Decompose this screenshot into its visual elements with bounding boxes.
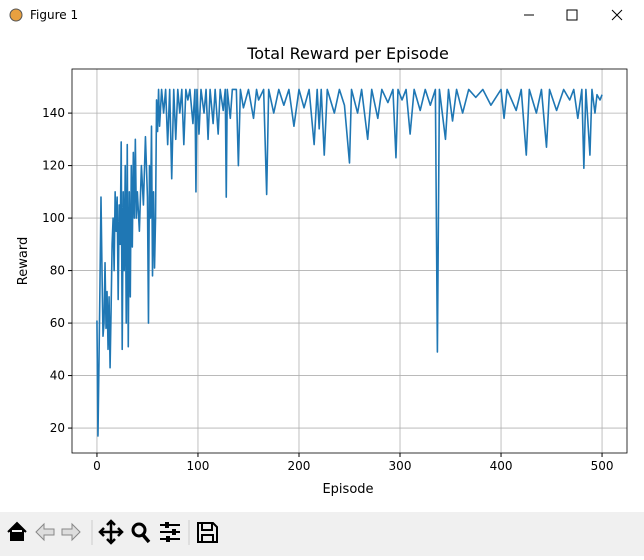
y-tick-label: 20 <box>50 421 65 435</box>
chart-title: Total Reward per Episode <box>246 44 449 63</box>
configure-knob <box>165 522 169 528</box>
configure-knob <box>166 536 170 542</box>
x-tick-label: 400 <box>490 459 513 473</box>
y-tick-label: 60 <box>50 316 65 330</box>
axes-frame <box>71 68 628 454</box>
app-icon <box>9 8 23 22</box>
plot-area: 0 100 200 300 400 500 20 40 60 80 100 120 140 <box>42 68 628 473</box>
y-tick-label: 120 <box>42 159 65 173</box>
x-tick-label: 200 <box>288 459 311 473</box>
y-tick-label: 100 <box>42 211 65 225</box>
y-tick-label: 40 <box>50 369 65 383</box>
forward-button[interactable] <box>61 522 81 542</box>
x-tick-label: 100 <box>187 459 210 473</box>
zoom-handle <box>141 533 151 544</box>
toolbar <box>0 512 644 556</box>
close-button[interactable] <box>611 9 623 21</box>
y-axis-label: Reward <box>16 237 31 285</box>
zoom-button[interactable] <box>131 522 147 538</box>
save-button[interactable] <box>197 522 218 543</box>
data-line <box>96 88 603 437</box>
x-tick-label: 500 <box>591 459 614 473</box>
y-tick-label: 140 <box>42 106 65 120</box>
back-button[interactable] <box>35 522 55 542</box>
title-bar <box>0 0 644 30</box>
pan-button[interactable] <box>98 519 124 545</box>
configure-knob <box>172 529 176 535</box>
home-button[interactable] <box>7 521 27 541</box>
x-tick-label: 300 <box>389 459 412 473</box>
maximize-button[interactable] <box>566 9 578 21</box>
window-title: Figure 1 <box>30 8 78 22</box>
x-tick-label: 0 <box>93 459 101 473</box>
y-tick-label: 80 <box>50 264 65 278</box>
x-axis-label: Episode <box>322 482 373 497</box>
